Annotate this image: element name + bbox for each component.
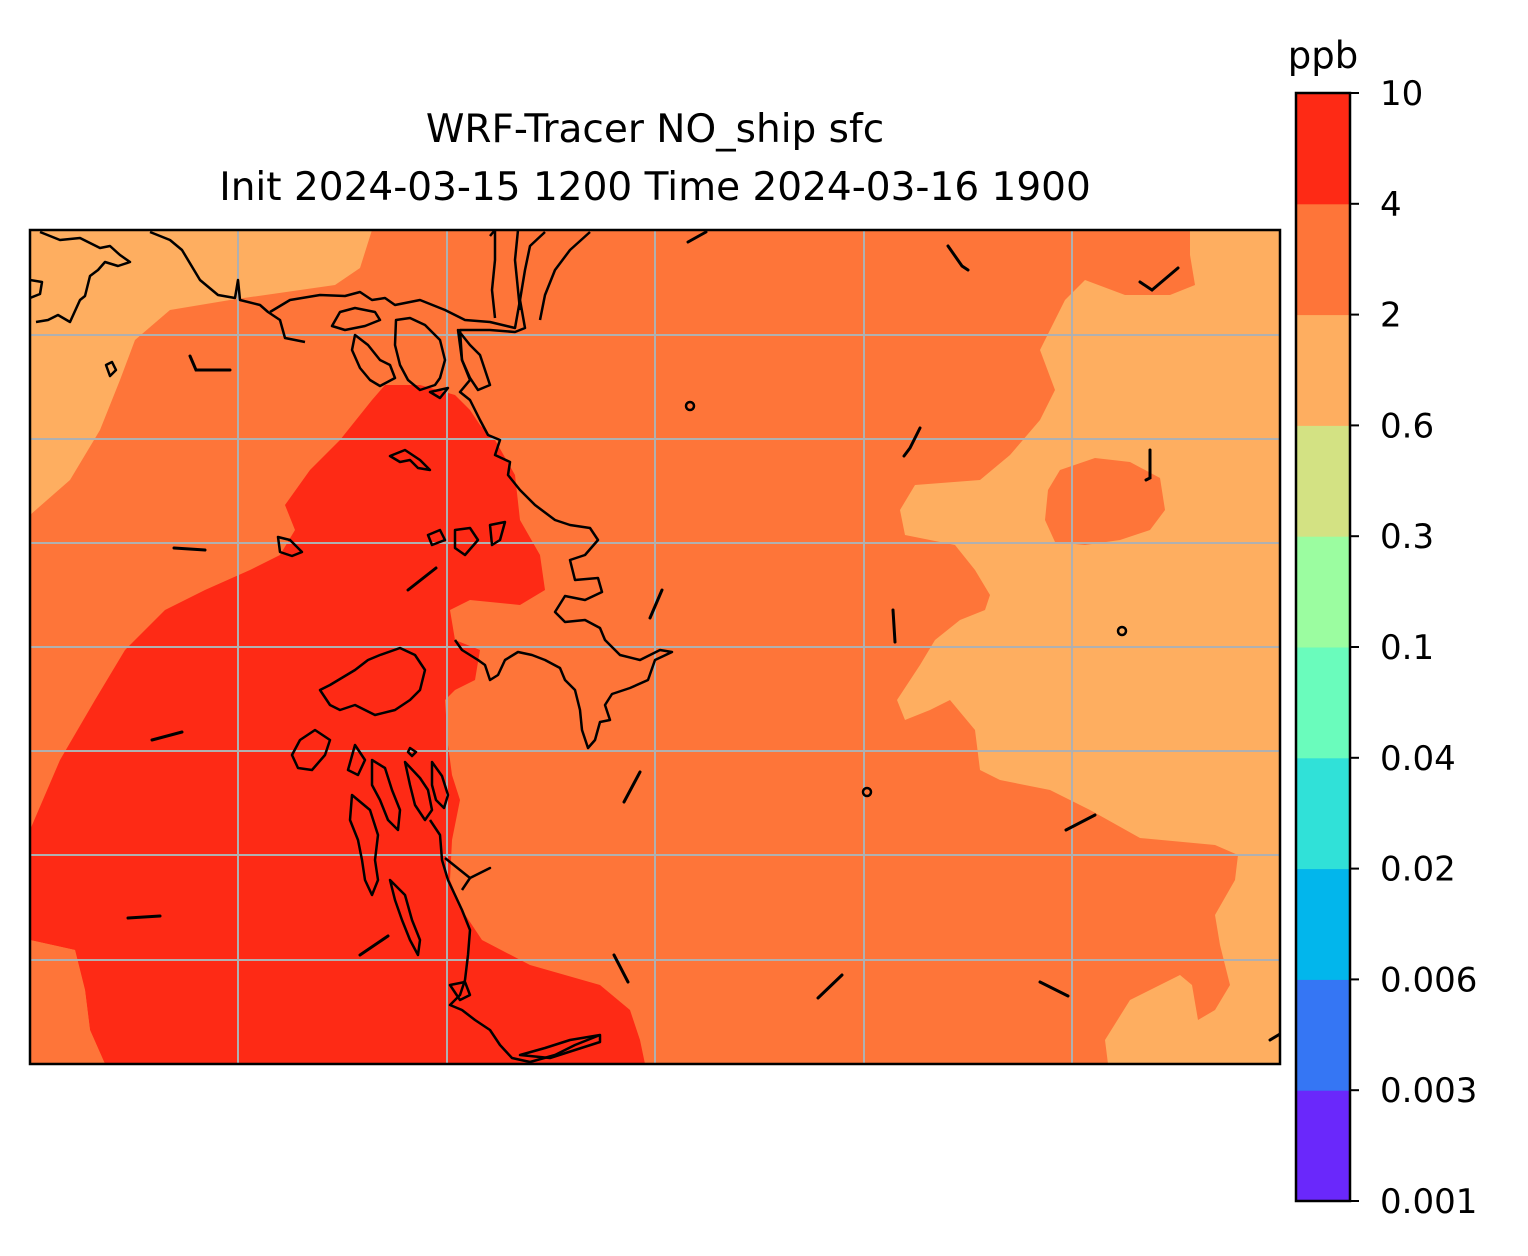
colorbar-segment <box>1296 536 1350 648</box>
field-band-0.6-2-northwest <box>30 230 372 515</box>
field-island-2-4-east <box>1045 458 1165 545</box>
colorbar-tick-label: 0.1 <box>1380 628 1434 668</box>
colorbar-segment <box>1296 425 1350 537</box>
colorbar: 0.001 0.003 0.006 0.02 0.04 0.1 0.3 0.6 2 4 10 ppb <box>1288 34 1478 1222</box>
colorbar-segment <box>1296 203 1350 316</box>
map-frame <box>28 228 1282 1066</box>
colorbar-tick-label: 4 <box>1380 185 1402 225</box>
colorbar-segment <box>1296 647 1350 759</box>
colorbar-segment <box>1296 979 1350 1091</box>
field-band-4-10 <box>30 385 645 1064</box>
colorbar-tick-label: 0.001 <box>1380 1182 1477 1222</box>
colorbar-unit-label: ppb <box>1288 34 1358 77</box>
coastlines <box>30 230 1128 1064</box>
map-panel <box>28 228 1282 1066</box>
colorbar-segment <box>1296 314 1350 426</box>
colorbar-tick-label: 0.6 <box>1380 406 1434 446</box>
colorbar-segment <box>1296 93 1350 205</box>
colorbar-tick-label: 0.02 <box>1380 850 1456 890</box>
colorbar-tick-label: 0.006 <box>1380 960 1477 1000</box>
map-title-line2: Init 2024-03-15 1200 Time 2024-03-16 190… <box>219 165 1091 210</box>
gridlines <box>30 230 1280 1064</box>
colorbar-tick-label: 0.04 <box>1380 739 1456 779</box>
colorbar-segment <box>1296 1090 1350 1202</box>
field-band-0.6-2-inlet <box>30 940 105 1064</box>
colorbar-segment <box>1296 757 1350 870</box>
colorbar-tick-label: 0.003 <box>1380 1071 1477 1111</box>
colorbar-tick-label: 0.3 <box>1380 517 1434 557</box>
colorbar-tick-label: 2 <box>1380 296 1402 336</box>
colorbar-tick-label: 10 <box>1380 74 1423 114</box>
colorbar-segment <box>1296 868 1350 980</box>
map-title-line1: WRF-Tracer NO_ship sfc <box>425 107 885 152</box>
wind-barbs <box>126 230 1280 1042</box>
